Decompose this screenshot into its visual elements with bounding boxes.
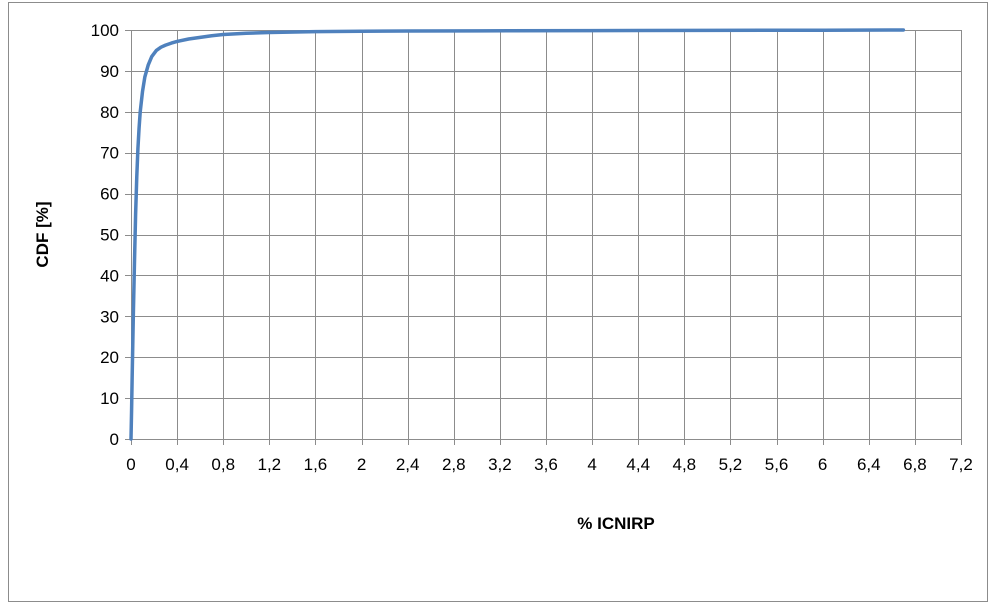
x-tick-label: 1,6 (304, 455, 328, 474)
x-tick-label: 2 (357, 455, 366, 474)
cdf-series-line (129, 28, 906, 441)
x-tick-label: 5,2 (719, 455, 743, 474)
cdf-chart: 0 0,4 0,8 1,2 1,6 2 2,4 2,8 3,2 3,6 4 4,4 4,8 5,2 5,6 6… (33, 21, 973, 533)
x-tick-label: 1,2 (258, 455, 282, 474)
x-tick-label: 4,8 (673, 455, 697, 474)
y-tick-label: 70 (100, 144, 119, 163)
x-tick-label: 3,2 (488, 455, 512, 474)
y-tick-label: 50 (100, 226, 119, 245)
x-tick-label: 2,4 (396, 455, 420, 474)
y-tick-label: 30 (100, 307, 119, 326)
x-tick-label: 7,2 (949, 455, 973, 474)
y-tick-label: 10 (100, 389, 119, 408)
y-tick-label: 80 (100, 103, 119, 122)
x-tick-label: 4,4 (626, 455, 650, 474)
axes (125, 30, 962, 445)
tick-labels: 0 0,4 0,8 1,2 1,6 2 2,4 2,8 3,2 3,6 4 4,4 4,8 5,2 5,6 6… (91, 21, 973, 474)
x-tick-label: 3,6 (534, 455, 558, 474)
x-axis-title: % ICNIRP (577, 514, 654, 533)
y-tick-label: 20 (100, 348, 119, 367)
y-axis-title: CDF [%] (33, 201, 52, 267)
y-tick-label: 90 (100, 62, 119, 81)
x-tick-label: 6,8 (903, 455, 927, 474)
x-tick-label: 0 (126, 455, 135, 474)
grid (131, 30, 962, 440)
x-tick-label: 4 (587, 455, 596, 474)
x-tick-label: 2,8 (442, 455, 466, 474)
x-tick-label: 5,6 (765, 455, 789, 474)
x-tick-label: 0,4 (165, 455, 189, 474)
y-tick-label: 100 (91, 21, 119, 40)
chart-frame (8, 2, 988, 602)
y-tick-label: 40 (100, 266, 119, 285)
y-tick-label: 0 (110, 430, 119, 449)
x-tick-label: 6 (818, 455, 827, 474)
series (129, 28, 906, 441)
x-tick-label: 0,8 (211, 455, 235, 474)
y-tick-label: 60 (100, 185, 119, 204)
x-tick-label: 6,4 (857, 455, 881, 474)
